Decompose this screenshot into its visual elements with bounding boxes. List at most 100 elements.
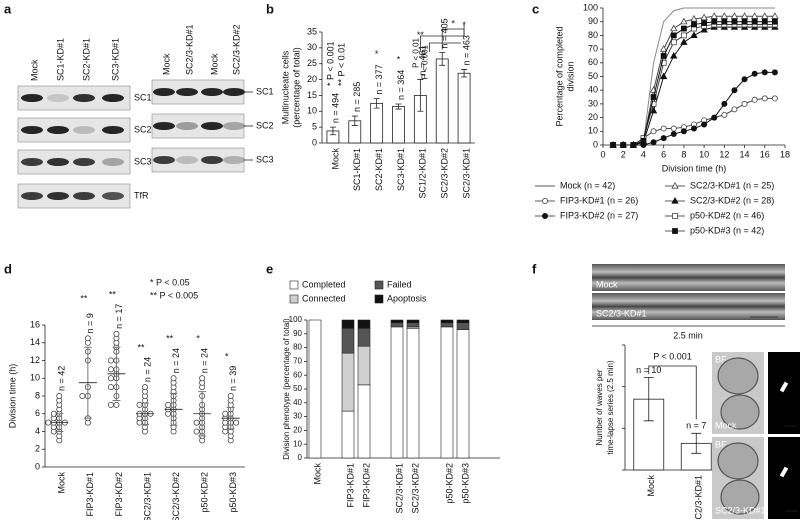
bar-segment	[357, 319, 371, 329]
y-tick-label: 40	[293, 398, 302, 407]
significance-star: **	[137, 343, 145, 353]
x-tick-label: 10	[699, 149, 709, 159]
marker	[751, 18, 758, 25]
marker	[650, 128, 657, 135]
n-label: n = 42	[57, 366, 67, 391]
bar-segment	[406, 322, 420, 328]
x-tick-label: SC1/2-KD#1	[418, 148, 428, 199]
blot-band	[201, 88, 223, 96]
significance-legend: ** P < 0.005	[150, 290, 198, 300]
data-point	[193, 419, 200, 426]
data-point	[170, 375, 177, 382]
bar-segment	[341, 327, 355, 354]
error-bar	[373, 98, 380, 109]
marker	[680, 38, 688, 45]
marker	[680, 32, 687, 39]
panel-label: a	[4, 1, 12, 16]
bar-segment	[357, 345, 371, 386]
marker	[731, 87, 738, 94]
x-tick-label: 18	[780, 149, 790, 159]
x-tick-label: 12	[719, 149, 729, 159]
y-tick-label: 50	[293, 384, 302, 393]
marker	[741, 76, 748, 83]
lane-label: Mock	[29, 59, 39, 81]
y-tick-label: 30	[307, 42, 317, 52]
bar	[370, 102, 384, 144]
blot-band	[153, 156, 175, 164]
data-point	[222, 410, 229, 417]
data-point	[165, 401, 172, 408]
row-label: SC2	[256, 120, 274, 130]
x-tick-label: Mock	[646, 475, 656, 497]
bar-segment	[341, 319, 355, 329]
y-axis-label: division	[565, 61, 575, 91]
x-tick-label: FIP3-KD#1	[345, 463, 355, 508]
bar	[392, 106, 405, 144]
data-point	[107, 384, 114, 391]
x-tick-label: SC2/3-KD#1	[394, 463, 404, 514]
n-label: n = 405	[440, 18, 450, 48]
comparison-label: P < 0.001	[420, 44, 429, 79]
marker	[720, 12, 729, 19]
series-line	[613, 71, 775, 146]
bar-segment	[440, 322, 454, 328]
y-tick-label: 4	[35, 426, 40, 436]
channel-label: BF	[715, 354, 727, 364]
x-tick-label: SC2/3-KD#2	[171, 472, 181, 520]
x-tick-label: 14	[740, 149, 750, 159]
n-label: n = 285	[352, 82, 362, 112]
y-tick-label: 90	[588, 16, 598, 26]
blot-band	[223, 122, 245, 130]
cell	[717, 442, 759, 480]
condition-label: SC2/3-KD#1	[715, 505, 766, 515]
marker	[701, 121, 708, 128]
blot-band	[153, 88, 175, 96]
y-tick-label: 15	[307, 90, 317, 100]
comparison-label: P < 0.01	[411, 37, 420, 67]
bracket	[428, 42, 462, 52]
y-tick-label: 0	[35, 461, 40, 471]
x-tick-label: p50-KD#2	[200, 472, 210, 513]
marker	[731, 106, 738, 113]
bar-segment	[341, 352, 355, 412]
y-tick-label: 35	[307, 26, 317, 36]
data-point	[142, 384, 148, 391]
legend-swatch	[289, 294, 299, 304]
marker	[700, 25, 708, 33]
x-tick-label: Mock	[312, 463, 322, 485]
marker	[771, 12, 779, 19]
significance-legend: * P < 0.05	[150, 277, 190, 287]
blot-band	[176, 122, 198, 130]
blot-band	[73, 126, 95, 134]
data-point	[107, 366, 114, 373]
significance-star: *	[225, 351, 229, 361]
bar-segment	[440, 319, 454, 324]
y-tick-label: 20	[307, 74, 317, 84]
time-scale-label: 2.5 min	[673, 330, 703, 340]
marker	[691, 21, 697, 28]
y-tick-label: 60	[588, 57, 598, 67]
marker	[691, 125, 698, 132]
y-tick-label: 20	[293, 426, 302, 435]
x-tick-label: SC2-KD#1	[374, 148, 384, 191]
legend-label: Failed	[387, 279, 412, 289]
x-tick-label: FIP3-KD#2	[361, 463, 371, 508]
error-bar	[461, 69, 468, 78]
marker	[650, 101, 657, 107]
y-tick-label: 12	[30, 355, 40, 365]
marker	[650, 139, 657, 146]
marker	[690, 31, 698, 38]
x-axis-label: Division time (h)	[662, 163, 727, 173]
error-bar	[643, 377, 654, 422]
marker	[700, 13, 708, 21]
marker	[650, 94, 657, 100]
lane-label: SC2/3-KD#1	[184, 24, 194, 75]
data-point	[113, 330, 120, 337]
data-point	[113, 401, 120, 408]
x-tick-label: 8	[681, 149, 686, 159]
marker	[721, 111, 728, 118]
data-point	[227, 393, 234, 399]
x-tick-label: 6	[661, 149, 666, 159]
marker	[741, 18, 748, 25]
